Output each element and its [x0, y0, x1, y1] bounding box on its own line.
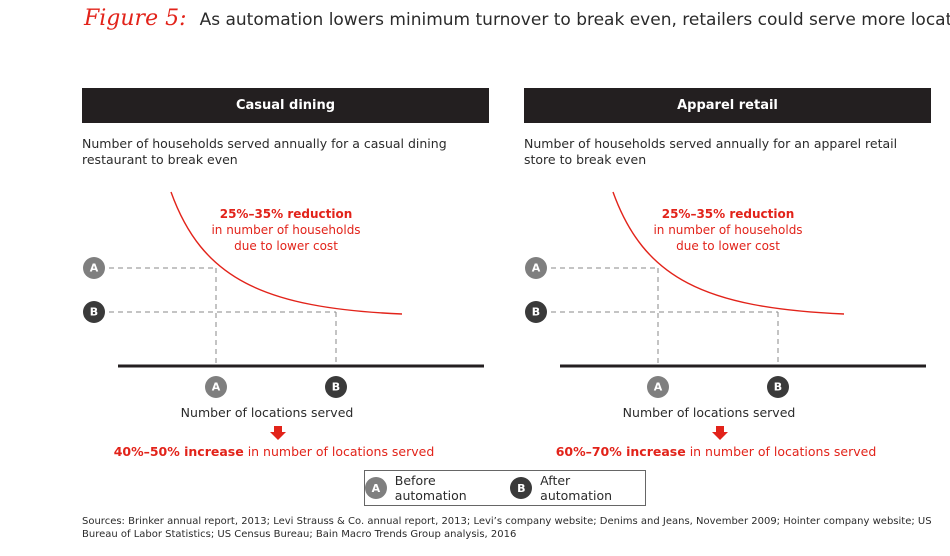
reduction-annotation-bold: 25%–35% reduction [220, 207, 353, 221]
reduction-annotation-line: in number of households [653, 223, 802, 237]
conclusion-bold: 40%–50% increase [114, 444, 244, 459]
panel-header: Casual dining [82, 88, 489, 123]
figure-title-row: Figure 5: As automation lowers minimum t… [84, 6, 950, 38]
x-badge-a-label: A [654, 381, 663, 394]
y-badge-a [83, 257, 105, 279]
conclusion-rest: in number of locations served [686, 444, 877, 459]
y-badge-a [525, 257, 547, 279]
reduction-annotation: 25%–35% reduction in number of households… [653, 207, 802, 253]
conclusion-rest: in number of locations served [244, 444, 435, 459]
x-axis-label: Number of locations served [623, 405, 796, 420]
x-badge-b [325, 376, 347, 398]
legend-label-b: After automation [540, 473, 613, 503]
x-badge-a [205, 376, 227, 398]
reduction-annotation-bold: 25%–35% reduction [662, 207, 795, 221]
x-badge-b-label: B [332, 381, 340, 394]
conclusion-text: 60%–70% increase in number of locations … [556, 444, 877, 459]
y-badge-b [525, 301, 547, 323]
x-badge-a [647, 376, 669, 398]
down-arrow-icon [270, 426, 286, 440]
break-even-curve [170, 191, 403, 315]
casual-dining-panel: Casual dining Number of households serve… [82, 88, 489, 459]
figure-label: Figure 5: [84, 6, 187, 31]
reduction-annotation-line: due to lower cost [234, 239, 338, 253]
y-badge-a-label: A [532, 262, 541, 275]
legend: A Before automation B After automation [364, 470, 646, 506]
legend-item-a: A Before automation [365, 473, 510, 503]
sources-note: Sources: Brinker annual report, 2013; Le… [82, 516, 932, 540]
conclusion-text: 40%–50% increase in number of locations … [114, 444, 435, 459]
panel-header: Apparel retail [524, 88, 931, 123]
apparel-retail-chart: A B A B 25%–35% reduction in number of househ… [525, 191, 926, 459]
reduction-annotation: 25%–35% reduction in number of households… [211, 207, 360, 253]
apparel-retail-panel: Apparel retail Number of households serv… [524, 88, 931, 459]
panel-subtitle: Number of households served annually for… [524, 136, 898, 167]
legend-item-b: B After automation [510, 473, 645, 503]
break-even-curve [612, 191, 845, 315]
casual-dining-chart: A B A B 25%–35% reduction in number of househ… [83, 191, 484, 459]
legend-label-a: Before automation [394, 473, 467, 503]
panel-subtitle: Number of households served annually for… [82, 136, 447, 167]
legend-badge-a: A [365, 477, 387, 499]
y-badge-b [83, 301, 105, 323]
figure-title: As automation lowers minimum turnover to… [199, 10, 950, 30]
x-badge-b [767, 376, 789, 398]
legend-badge-b: B [510, 477, 533, 499]
y-badge-b-label: B [90, 306, 98, 319]
y-badge-a-label: A [90, 262, 99, 275]
x-badge-b-label: B [774, 381, 782, 394]
y-badge-b-label: B [532, 306, 540, 319]
reduction-annotation-line: in number of households [211, 223, 360, 237]
x-axis-label: Number of locations served [181, 405, 354, 420]
conclusion-bold: 60%–70% increase [556, 444, 686, 459]
x-badge-a-label: A [212, 381, 221, 394]
reduction-annotation-line: due to lower cost [676, 239, 780, 253]
down-arrow-icon [712, 426, 728, 440]
